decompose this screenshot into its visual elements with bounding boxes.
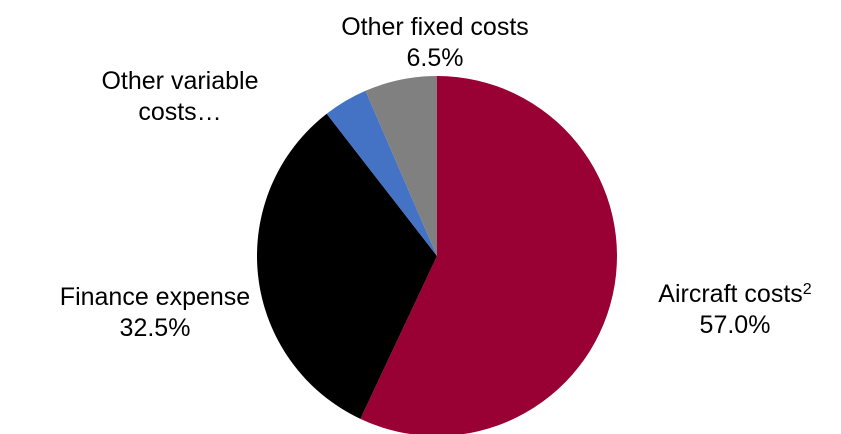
slice-other-variable-costs [326,90,437,256]
label-aircraft-value: 57.0% [699,311,771,339]
label-aircraft-footnote: 2 [802,281,812,298]
label-finance-value: 32.5% [119,314,191,342]
label-aircraft-costs: Aircraft costs2 57.0% [640,279,830,341]
slice-aircraft-costs [360,76,617,434]
slice-other-fixed-costs [365,76,437,256]
label-finance-name: Finance expense [59,283,251,311]
label-aircraft-name: Aircraft costs [658,280,803,308]
label-other-fixed-costs: Other fixed costs 6.5% [270,12,600,74]
label-variable-line1: Other variable [101,67,259,95]
label-finance-expense: Finance expense 32.5% [10,282,300,344]
slice-finance-expense [256,113,437,419]
label-fixed-value: 6.5% [406,44,464,72]
label-other-variable-costs: Other variable costs… [100,66,260,128]
label-fixed-name: Other fixed costs [341,13,529,41]
label-variable-line2: costs… [138,98,222,126]
